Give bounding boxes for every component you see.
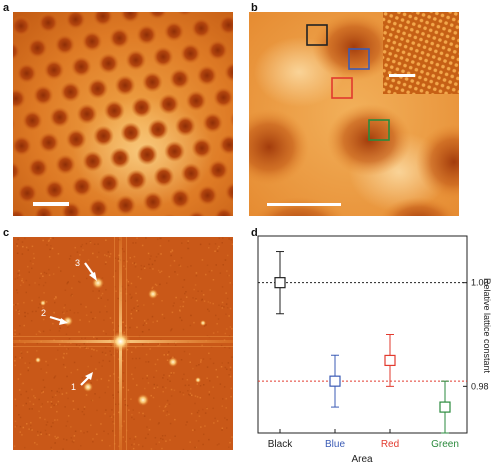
y-axis-label: Relative lattice constant xyxy=(482,278,492,373)
arrow-label-2: 2 xyxy=(41,308,46,318)
stm-lattice-image-a xyxy=(13,12,233,216)
y-tick-label: 0.98 xyxy=(471,381,489,391)
panel-a-letter: a xyxy=(3,3,9,14)
stm-moire-image-b xyxy=(249,12,459,216)
panel-a-stm-image xyxy=(13,12,233,216)
panel-c-letter: c xyxy=(3,228,9,239)
x-tick-label-red: Red xyxy=(381,439,399,450)
arrow-label-3: 3 xyxy=(75,258,80,268)
x-axis-label: Area xyxy=(351,454,373,465)
panel-b-stm-image xyxy=(249,12,459,216)
scale-bar xyxy=(33,202,69,206)
data-point-black xyxy=(275,278,285,288)
atomic-resolution-inset xyxy=(383,12,459,94)
fft-image: 3 2 1 xyxy=(13,237,233,450)
data-point-blue xyxy=(330,376,340,386)
data-point-green xyxy=(440,402,450,412)
scale-bar xyxy=(267,203,341,206)
data-point-red xyxy=(385,355,395,365)
panel-c-fft-image: 3 2 1 xyxy=(13,237,233,450)
arrow-label-1: 1 xyxy=(71,382,76,392)
x-tick-label-green: Green xyxy=(431,439,459,450)
inset-scale-bar xyxy=(389,74,415,77)
x-tick-label-black: Black xyxy=(268,439,293,450)
plot-frame xyxy=(258,236,467,433)
x-tick-label-blue: Blue xyxy=(325,439,345,450)
